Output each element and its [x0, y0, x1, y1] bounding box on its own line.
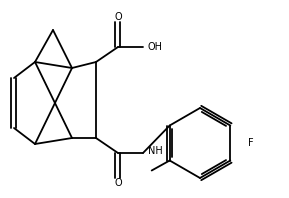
Text: O: O: [114, 178, 122, 188]
Text: OH: OH: [148, 42, 163, 52]
Text: NH: NH: [148, 146, 163, 156]
Text: F: F: [248, 138, 254, 148]
Text: O: O: [114, 12, 122, 22]
